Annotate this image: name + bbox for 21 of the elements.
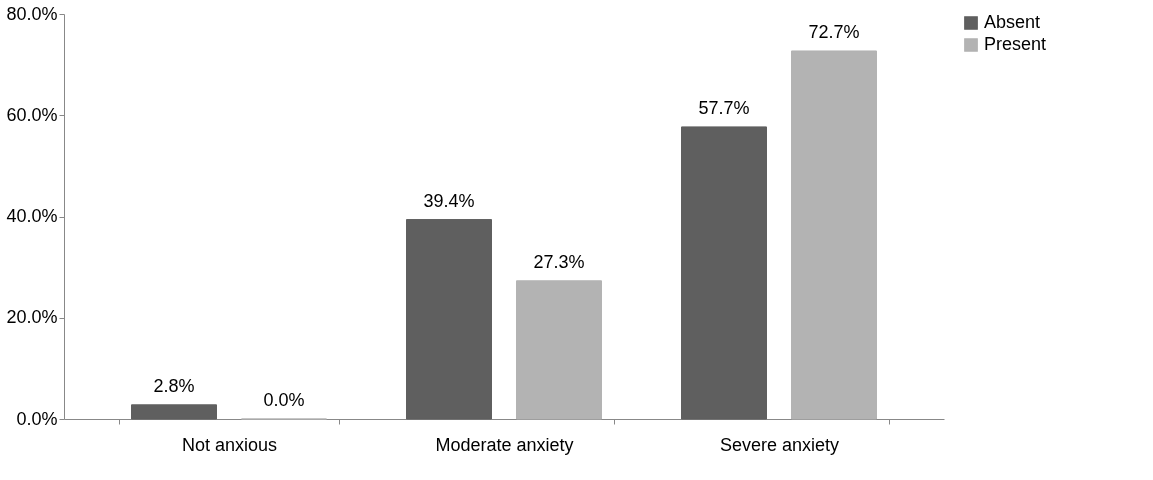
x-tick-label: Severe anxiety [719,434,840,455]
y-tick-label: 80.0% [6,3,58,24]
bar [791,50,877,420]
y-tick-label: 20.0% [6,307,58,328]
data-label: 39.4% [423,190,475,211]
data-label: 0.0% [263,390,305,410]
y-tick-label: 60.0% [6,104,58,125]
x-tick-label: Moderate anxiety [435,434,574,455]
legend-label: Absent [984,12,1041,32]
bar [406,219,492,420]
bar [681,126,767,420]
data-label: 2.8% [153,375,195,396]
x-tick-label: Not anxious [181,434,278,455]
y-tick-label: 0.0% [16,408,58,429]
data-label: 72.7% [808,21,860,42]
bar [516,280,602,420]
data-label: 57.7% [698,97,750,118]
data-label: 27.3% [533,251,585,272]
bar [131,404,217,420]
legend-label: Present [984,34,1047,54]
y-tick-label: 40.0% [6,206,58,226]
